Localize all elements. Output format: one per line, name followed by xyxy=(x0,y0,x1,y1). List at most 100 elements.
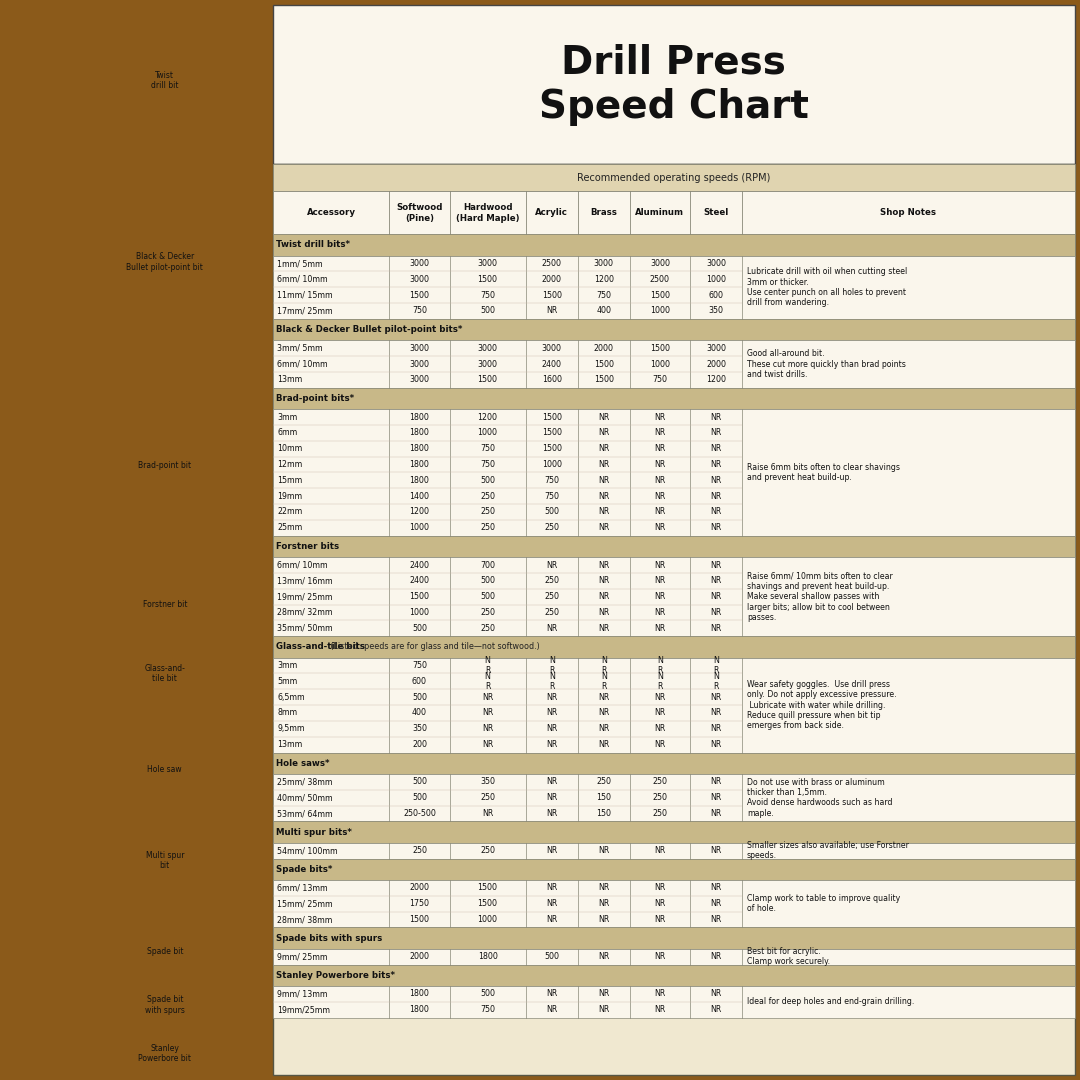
Text: Brad-point bit: Brad-point bit xyxy=(138,461,191,470)
Text: 350: 350 xyxy=(481,778,495,786)
Text: NR: NR xyxy=(711,561,721,569)
Text: 350: 350 xyxy=(708,307,724,315)
Text: 6mm/ 10mm: 6mm/ 10mm xyxy=(278,274,328,284)
Text: NR: NR xyxy=(654,429,665,437)
Text: 1800: 1800 xyxy=(477,953,498,961)
Text: NR: NR xyxy=(711,524,721,532)
Text: NR: NR xyxy=(598,508,609,516)
Text: 1500: 1500 xyxy=(542,429,562,437)
Text: 500: 500 xyxy=(544,508,559,516)
Text: 1750: 1750 xyxy=(409,900,430,908)
Text: NR: NR xyxy=(654,460,665,469)
Text: NR: NR xyxy=(654,1005,665,1014)
Text: 54mm/ 100mm: 54mm/ 100mm xyxy=(278,847,338,855)
Text: 2400: 2400 xyxy=(409,577,430,585)
Text: NR: NR xyxy=(546,989,557,999)
Text: NR: NR xyxy=(711,413,721,421)
Text: NR: NR xyxy=(546,307,557,315)
Text: 1000: 1000 xyxy=(409,524,430,532)
Text: 35mm/ 50mm: 35mm/ 50mm xyxy=(278,624,333,633)
Text: 6mm/ 13mm: 6mm/ 13mm xyxy=(278,883,328,892)
Text: 3000: 3000 xyxy=(706,343,726,353)
Text: 750: 750 xyxy=(481,291,495,299)
Text: Stanley Powerbore bits*: Stanley Powerbore bits* xyxy=(276,971,395,980)
Bar xyxy=(273,949,1075,964)
Text: Brad-point bits*: Brad-point bits* xyxy=(276,394,354,403)
Text: 1500: 1500 xyxy=(650,343,670,353)
Text: 3000: 3000 xyxy=(542,343,562,353)
Text: 250-500: 250-500 xyxy=(403,809,436,818)
Text: 750: 750 xyxy=(544,491,559,501)
Text: NR: NR xyxy=(711,900,721,908)
Text: 250: 250 xyxy=(481,624,495,633)
Text: 1500: 1500 xyxy=(477,900,498,908)
Text: 1000: 1000 xyxy=(542,460,562,469)
Text: NR: NR xyxy=(598,476,609,485)
Text: 1400: 1400 xyxy=(409,491,430,501)
Text: NR: NR xyxy=(654,708,665,717)
Text: Good all-around bit.
These cut more quickly than brad points
and twist drills.: Good all-around bit. These cut more quic… xyxy=(747,349,906,379)
Text: 2400: 2400 xyxy=(542,360,562,368)
Text: 3000: 3000 xyxy=(409,376,430,384)
Text: Stanley
Powerbore bit: Stanley Powerbore bit xyxy=(138,1043,191,1063)
Text: N
R: N R xyxy=(549,656,555,675)
Text: 3000: 3000 xyxy=(594,259,613,268)
Text: Multi spur
bit: Multi spur bit xyxy=(146,851,184,870)
Text: NR: NR xyxy=(598,561,609,569)
Bar xyxy=(273,658,1075,753)
Text: NR: NR xyxy=(654,624,665,633)
Text: 3000: 3000 xyxy=(650,259,670,268)
Text: Multi spur bits*: Multi spur bits* xyxy=(276,827,352,837)
Text: 250: 250 xyxy=(544,577,559,585)
Text: 500: 500 xyxy=(481,476,495,485)
Text: NR: NR xyxy=(711,692,721,702)
Text: NR: NR xyxy=(598,491,609,501)
Text: Drill Press
Speed Chart: Drill Press Speed Chart xyxy=(539,43,809,125)
Text: 3000: 3000 xyxy=(409,360,430,368)
Text: Glass-and-
tile bit: Glass-and- tile bit xyxy=(145,664,185,684)
Text: 9mm/ 25mm: 9mm/ 25mm xyxy=(278,953,327,961)
Text: Steel: Steel xyxy=(703,208,729,217)
Text: 500: 500 xyxy=(411,778,427,786)
Text: 1800: 1800 xyxy=(409,429,430,437)
Text: N
R: N R xyxy=(713,656,719,675)
Text: 28mm/ 38mm: 28mm/ 38mm xyxy=(278,915,333,924)
Text: NR: NR xyxy=(654,740,665,750)
Text: NR: NR xyxy=(546,793,557,802)
Text: Acrylic: Acrylic xyxy=(536,208,568,217)
Text: NR: NR xyxy=(546,708,557,717)
Text: NR: NR xyxy=(711,577,721,585)
Text: 1800: 1800 xyxy=(409,413,430,421)
Text: 17mm/ 25mm: 17mm/ 25mm xyxy=(278,307,333,315)
Text: 2000: 2000 xyxy=(542,274,562,284)
Text: 3000: 3000 xyxy=(409,343,430,353)
Bar xyxy=(273,986,1075,1017)
Text: Spade bit: Spade bit xyxy=(147,947,183,956)
Text: Softwood
(Pine): Softwood (Pine) xyxy=(396,203,443,222)
Text: 10mm: 10mm xyxy=(278,444,302,454)
Text: NR: NR xyxy=(654,413,665,421)
Text: 500: 500 xyxy=(481,577,495,585)
Text: 400: 400 xyxy=(411,708,427,717)
Text: NR: NR xyxy=(654,915,665,924)
Text: 500: 500 xyxy=(481,307,495,315)
Text: 150: 150 xyxy=(596,809,611,818)
Text: 600: 600 xyxy=(411,677,427,686)
Text: 6mm: 6mm xyxy=(278,429,297,437)
Text: 13mm/ 16mm: 13mm/ 16mm xyxy=(278,577,333,585)
Text: NR: NR xyxy=(711,1005,721,1014)
Text: 19mm: 19mm xyxy=(278,491,302,501)
Text: NR: NR xyxy=(654,561,665,569)
Text: 13mm: 13mm xyxy=(278,740,302,750)
Text: 5mm: 5mm xyxy=(278,677,297,686)
Text: 250: 250 xyxy=(481,491,495,501)
Text: NR: NR xyxy=(598,883,609,892)
Text: 1800: 1800 xyxy=(409,476,430,485)
Bar xyxy=(273,753,1075,774)
Text: 1200: 1200 xyxy=(409,508,430,516)
Text: NR: NR xyxy=(654,883,665,892)
Text: 9,5mm: 9,5mm xyxy=(278,725,305,733)
Text: 500: 500 xyxy=(411,793,427,802)
Text: 3000: 3000 xyxy=(477,343,498,353)
Text: NR: NR xyxy=(546,809,557,818)
